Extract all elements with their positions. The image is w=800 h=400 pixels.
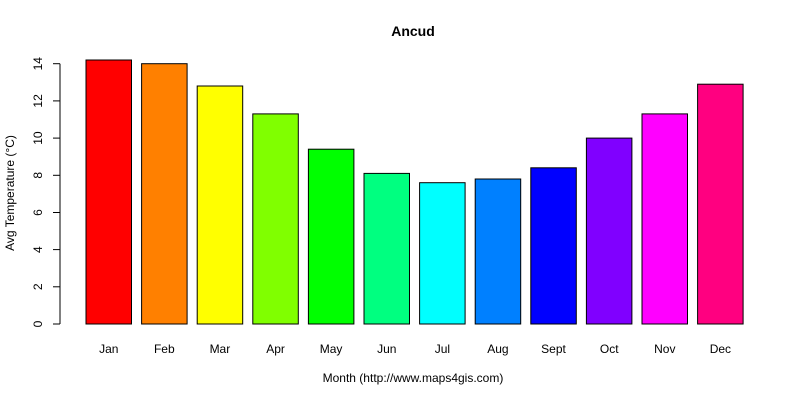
x-tick-label: Aug: [487, 342, 508, 356]
chart-title: Ancud: [391, 23, 435, 39]
x-tick-label: Feb: [154, 342, 175, 356]
y-tick-label: 4: [31, 246, 45, 253]
bar-aug: [474, 178, 522, 325]
y-tick-label: 8: [31, 172, 45, 179]
bar-sept: [530, 167, 577, 325]
y-tick-label: 2: [31, 283, 45, 290]
bar-oct: [585, 137, 633, 325]
x-axis-title: Month (http://www.maps4gis.com): [323, 371, 504, 385]
bar-mar: [196, 85, 244, 325]
y-tick-label: 10: [31, 131, 45, 145]
x-tick-label: May: [320, 342, 343, 356]
bar-jul: [419, 182, 466, 325]
bar-feb: [141, 63, 188, 325]
x-tick-label: Oct: [600, 342, 619, 356]
x-tick-label: Apr: [266, 342, 285, 356]
bar-jun: [363, 172, 410, 325]
y-axis: 0 2 4 6 8 10 12 14: [31, 57, 61, 327]
bar-dec: [697, 83, 744, 325]
x-tick-label: Dec: [710, 342, 731, 356]
x-axis-labels: Jan Feb Mar Apr May Jun Jul Aug Sept Oct Nov Dec: [99, 342, 731, 356]
bar-may: [307, 148, 355, 325]
bar-jan: [85, 59, 132, 325]
y-tick-label: 12: [31, 94, 45, 108]
x-tick-label: Sept: [541, 342, 566, 356]
x-tick-label: Nov: [654, 342, 675, 356]
bars-group: [85, 59, 744, 325]
bar-apr: [252, 113, 299, 325]
y-tick-label: 0: [31, 320, 45, 327]
x-tick-label: Jun: [377, 342, 396, 356]
bar-nov: [641, 113, 688, 325]
x-tick-label: Jul: [435, 342, 450, 356]
y-tick-label: 6: [31, 209, 45, 216]
y-axis-title: Avg Temperature (°C): [3, 135, 17, 251]
x-tick-label: Mar: [210, 342, 231, 356]
y-tick-label: 14: [31, 57, 45, 71]
x-tick-label: Jan: [99, 342, 118, 356]
